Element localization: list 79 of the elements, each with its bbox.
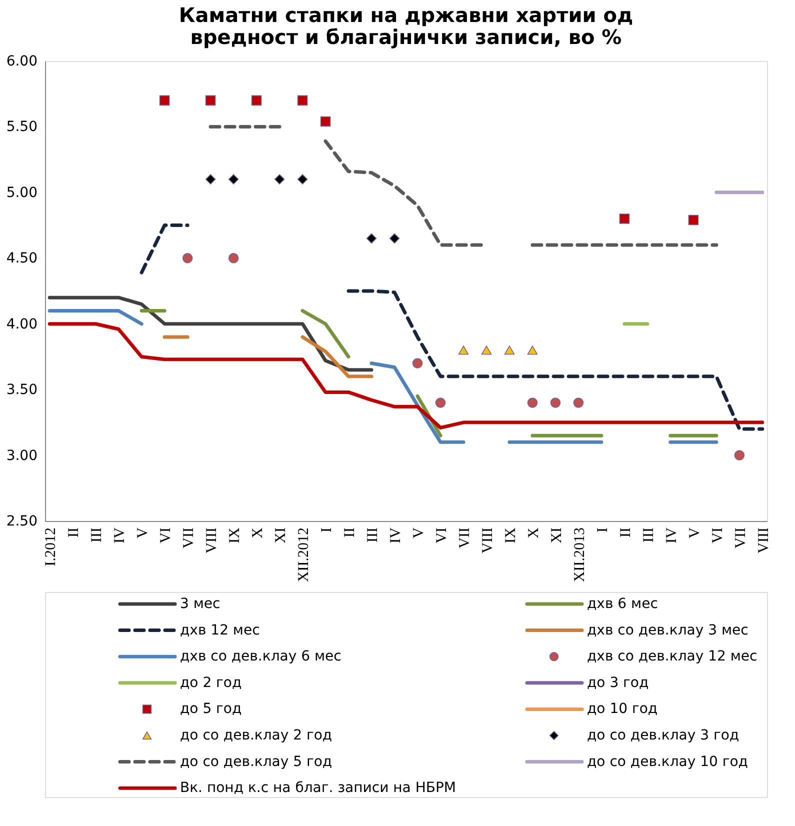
x-tick-label: X (250, 527, 266, 538)
y-tick-label: 4.50 (6, 250, 38, 267)
legend-label: дхв со дев.клау 3 мес (587, 622, 748, 638)
point (688, 214, 699, 226)
x-tick-label: II (66, 528, 82, 538)
line-series (48, 322, 764, 430)
legend-label: 3 мес (180, 596, 220, 612)
x-tick-label: VI (710, 527, 726, 544)
point (159, 95, 170, 106)
point (182, 253, 193, 264)
x-tick-label: X (526, 527, 542, 538)
x-tick-label: VI (434, 527, 450, 544)
point (205, 174, 216, 184)
y-tick-label: 4.00 (6, 316, 38, 332)
x-tick-label: IV (664, 527, 680, 544)
y-tick-label: 3.50 (6, 382, 38, 398)
point (504, 346, 515, 355)
x-tick-label: V (686, 527, 703, 538)
legend-label: до со дев.клау 2 год (180, 728, 332, 744)
x-tick-label: VI (158, 527, 174, 544)
point (274, 174, 285, 184)
x-tick-label: VII (181, 528, 198, 548)
y-tick-label: 5.00 (6, 184, 38, 201)
point (550, 398, 561, 408)
x-tick-label: VII (732, 528, 749, 548)
point (481, 346, 492, 355)
x-tick-label: VII (456, 528, 473, 548)
legend-label: до со дев.клау 10 год (587, 754, 748, 770)
legend-label: до 2 год (180, 674, 242, 691)
x-tick-label: I (319, 528, 336, 532)
point (205, 95, 216, 106)
x-tick-label: III (640, 528, 657, 542)
y-tick-label: 2.50 (6, 514, 38, 530)
point (228, 174, 239, 184)
y-tick-label: 6.00 (6, 54, 38, 70)
x-tick-label: V (135, 527, 152, 538)
point (458, 346, 469, 355)
line-series (48, 296, 374, 372)
x-tick-label: III (89, 528, 106, 542)
x-tick-label: IX (502, 527, 519, 544)
y-tick-label: 5.50 (6, 119, 38, 136)
x-tick-label: IV (112, 527, 128, 544)
x-tick-label: XI (273, 527, 290, 544)
x-tick-label: XI (548, 527, 565, 544)
point (734, 450, 745, 460)
x-tick-label: I (594, 528, 611, 532)
y-tick-label: 3.00 (6, 448, 38, 464)
x-tick-label: VIII (204, 528, 220, 554)
chart-title: Каматни стапки на државни хартии од вредност и благајнички записи, во % (178, 3, 634, 49)
legend-label: дхв со дев.клау 6 мес (180, 648, 342, 665)
x-tick-label: V (410, 527, 427, 538)
x-tick-label: XII.2013 (572, 528, 588, 582)
legend-label: дхв со дев.клау 12 мес (587, 648, 758, 665)
legend-label: дхв 6 мес (587, 596, 658, 612)
legend-label: до 5 год (180, 701, 242, 718)
x-tick-label: IV (388, 527, 404, 544)
legend-label: дхв 12 мес (180, 622, 260, 638)
point (527, 346, 538, 355)
legend-label: до со дев.клау 3 год (587, 728, 740, 744)
x-tick-label: VIII (756, 528, 772, 554)
point (573, 398, 584, 408)
x-tick-label: II (618, 528, 634, 538)
legend-label: Вк. понд к.с на благ. записи на НБРМ (180, 780, 456, 796)
point (527, 398, 538, 408)
point (297, 95, 308, 106)
x-tick-label: VIII (480, 528, 496, 554)
x-tick-label: II (342, 528, 358, 538)
legend-label: до со дев.клау 5 год (180, 754, 332, 770)
x-tick-label: III (365, 528, 382, 542)
point (228, 253, 239, 264)
point (320, 116, 331, 127)
x-tick-label: IX (227, 527, 244, 544)
point (619, 214, 630, 224)
x-tick-label: I.2012 (43, 528, 60, 566)
point (251, 95, 262, 106)
point (297, 174, 308, 184)
legend-label: до 10 год (587, 701, 658, 718)
x-tick-label: XII.2012 (296, 528, 312, 582)
legend-label: до 3 год (587, 674, 649, 691)
